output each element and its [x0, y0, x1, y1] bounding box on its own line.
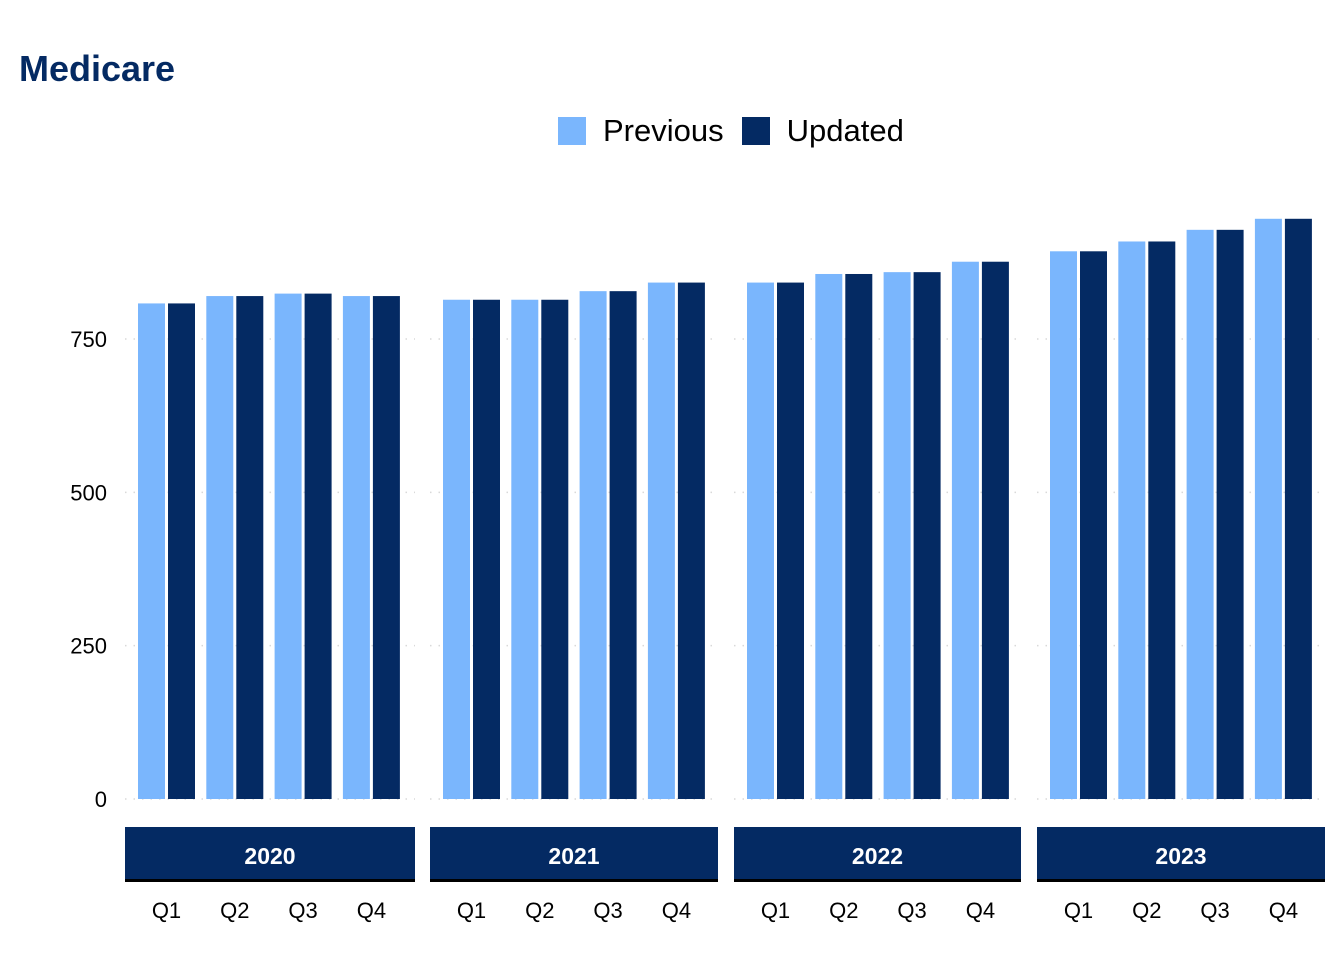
bar-previous-2022-q2 [815, 273, 843, 799]
x-tick-label: Q4 [662, 898, 691, 923]
facet-axis-line [125, 879, 415, 882]
facet-strip-label: 2021 [548, 843, 599, 869]
bar-previous-2021-q1 [443, 299, 470, 799]
bar-updated-2022-q4 [981, 261, 1009, 800]
facet-axis-line [430, 879, 718, 882]
bar-updated-2020-q4 [372, 296, 400, 799]
x-tick-label: Q3 [288, 898, 317, 923]
bar-updated-2020-q2 [236, 296, 264, 799]
y-tick-label: 750 [70, 327, 107, 352]
bar-previous-2021-q3 [579, 291, 607, 799]
facet-strip [734, 827, 1021, 881]
x-tick-label: Q2 [220, 898, 249, 923]
facet-strip-label: 2020 [244, 843, 295, 869]
y-tick-label: 0 [95, 787, 107, 812]
bar-previous-2022-q4 [951, 261, 979, 800]
bar-updated-2022-q1 [777, 282, 804, 799]
bar-previous-2023-q4 [1254, 218, 1282, 799]
bar-previous-2023-q3 [1186, 229, 1214, 799]
x-tick-label: Q4 [357, 898, 386, 923]
x-tick-label: Q4 [1269, 898, 1298, 923]
legend-label-previous: Previous [603, 113, 724, 148]
legend: Previous Updated [558, 113, 922, 149]
x-tick-label: Q2 [829, 898, 858, 923]
facet-axis-line [734, 879, 1021, 882]
bar-previous-2021-q2 [511, 299, 539, 799]
bar-updated-2022-q3 [913, 272, 941, 799]
x-tick-label: Q1 [1064, 898, 1093, 923]
x-tick-label: Q4 [966, 898, 995, 923]
x-tick-label: Q2 [525, 898, 554, 923]
legend-item-previous: Previous [558, 113, 724, 149]
bar-updated-2023-q2 [1148, 241, 1176, 800]
facet-2023: Q1 Q2 Q3 Q4 2023 [1037, 218, 1325, 923]
bar-updated-2020-q1 [168, 303, 195, 799]
bar-updated-2022-q2 [845, 273, 873, 799]
bar-updated-2021-q4 [677, 282, 705, 799]
chart-title: Medicare [19, 48, 176, 89]
bar-updated-2021-q3 [609, 291, 637, 799]
x-tick-label: Q2 [1132, 898, 1161, 923]
bar-previous-2022-q3 [883, 272, 911, 799]
facet-strip [125, 827, 415, 881]
facet-strip-label: 2023 [1155, 843, 1206, 869]
bar-updated-2021-q1 [473, 299, 500, 799]
facet-strip-label: 2022 [852, 843, 903, 869]
facet-strip [430, 827, 718, 881]
x-tick-label: Q3 [897, 898, 926, 923]
bar-previous-2022-q1 [747, 282, 774, 799]
facet-2020: Q1 Q2 Q3 Q4 2020 [125, 293, 415, 923]
x-tick-label: Q3 [593, 898, 622, 923]
bar-previous-2020-q1 [138, 303, 165, 799]
y-tick-label: 250 [70, 634, 107, 659]
legend-swatch-previous [558, 117, 586, 145]
bar-updated-2020-q3 [304, 293, 332, 799]
legend-label-updated: Updated [786, 113, 904, 148]
x-tick-label: Q1 [761, 898, 790, 923]
bar-updated-2021-q2 [541, 299, 569, 799]
x-tick-label: Q1 [152, 898, 181, 923]
facet-strip [1037, 827, 1325, 881]
facet-2022: Q1 Q2 Q3 Q4 2022 [734, 261, 1021, 923]
bar-previous-2021-q4 [647, 282, 675, 799]
x-tick-label: Q3 [1200, 898, 1229, 923]
bar-updated-2023-q1 [1080, 251, 1107, 799]
facet-axis-line [1037, 879, 1325, 882]
legend-item-updated: Updated [741, 113, 904, 149]
y-tick-label: 500 [70, 480, 107, 505]
bar-previous-2023-q1 [1050, 251, 1077, 799]
bar-previous-2020-q4 [342, 296, 370, 799]
bar-updated-2023-q4 [1284, 218, 1312, 799]
bar-previous-2023-q2 [1118, 241, 1146, 800]
bar-previous-2020-q3 [274, 293, 302, 799]
facet-2021: Q1 Q2 Q3 Q4 2021 [430, 282, 718, 923]
bar-updated-2023-q3 [1216, 229, 1244, 799]
legend-swatch-updated [741, 117, 770, 145]
bar-previous-2020-q2 [206, 296, 234, 799]
x-tick-label: Q1 [457, 898, 486, 923]
